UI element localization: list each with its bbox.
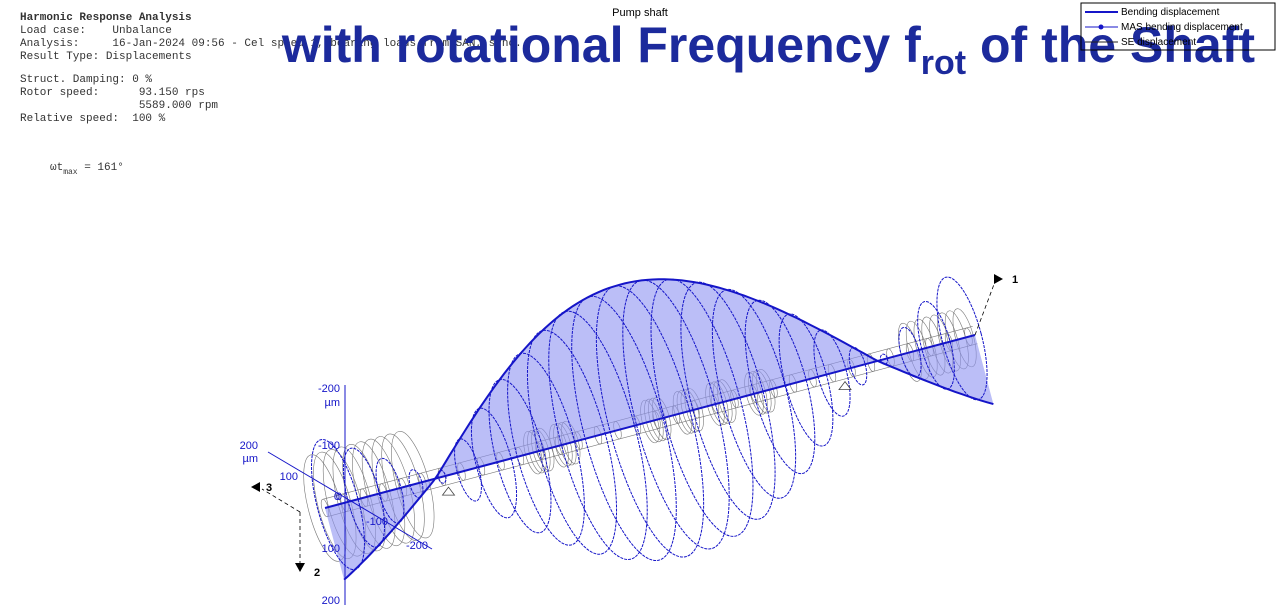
axis-1-line <box>975 279 996 335</box>
scale-label: 200 <box>240 440 258 452</box>
phase-sub: max <box>63 168 78 177</box>
scale-label: 100 <box>280 471 298 483</box>
axis-label: 3 <box>266 482 272 494</box>
phase: ωtmax = 161° <box>50 162 124 177</box>
info-param: Relative speed: 100 % <box>20 113 166 125</box>
title-sub: rot <box>921 44 966 82</box>
scale-unit: µm <box>324 397 340 409</box>
axis-label: 2 <box>314 567 320 579</box>
scale-label: 200 <box>322 595 340 605</box>
scale-label: -100 <box>318 440 340 452</box>
scale-label: -200 <box>318 383 340 395</box>
legend-swatch <box>1099 25 1104 30</box>
legend-label: SE displacement <box>1121 37 1196 48</box>
scale-label: -200 <box>406 540 428 552</box>
info-param: Struct. Damping: 0 % <box>20 74 152 86</box>
shaft-plot <box>295 269 997 579</box>
axis-arrow <box>251 482 260 492</box>
legend-label: MAS bending displacement <box>1121 22 1243 33</box>
axis-label: 1 <box>1012 274 1018 286</box>
info-param: Rotor speed: 93.150 rps <box>20 87 205 99</box>
info-heading: Harmonic Response Analysis <box>20 12 192 24</box>
axis-arrow <box>994 274 1003 284</box>
legend-label: Bending displacement <box>1121 7 1220 18</box>
bearing <box>443 487 455 495</box>
title-main: with rotational Frequency f <box>281 17 921 73</box>
axis-arrow <box>295 563 305 572</box>
info-param: 5589.000 rpm <box>20 100 218 112</box>
info-line: Load case: Unbalance <box>20 25 172 37</box>
viewer: Pump shaft Harmonic Response Analysis Lo… <box>0 0 1281 605</box>
scale-label: 100 <box>322 543 340 555</box>
scale-label: 0 <box>336 491 342 503</box>
phase-value: = 161° <box>78 162 124 174</box>
scale-label: -100 <box>366 516 388 528</box>
phase-label: ωt <box>50 162 63 174</box>
info-line: Result Type: Displacements <box>20 51 192 63</box>
scale-unit: µm <box>242 453 258 465</box>
